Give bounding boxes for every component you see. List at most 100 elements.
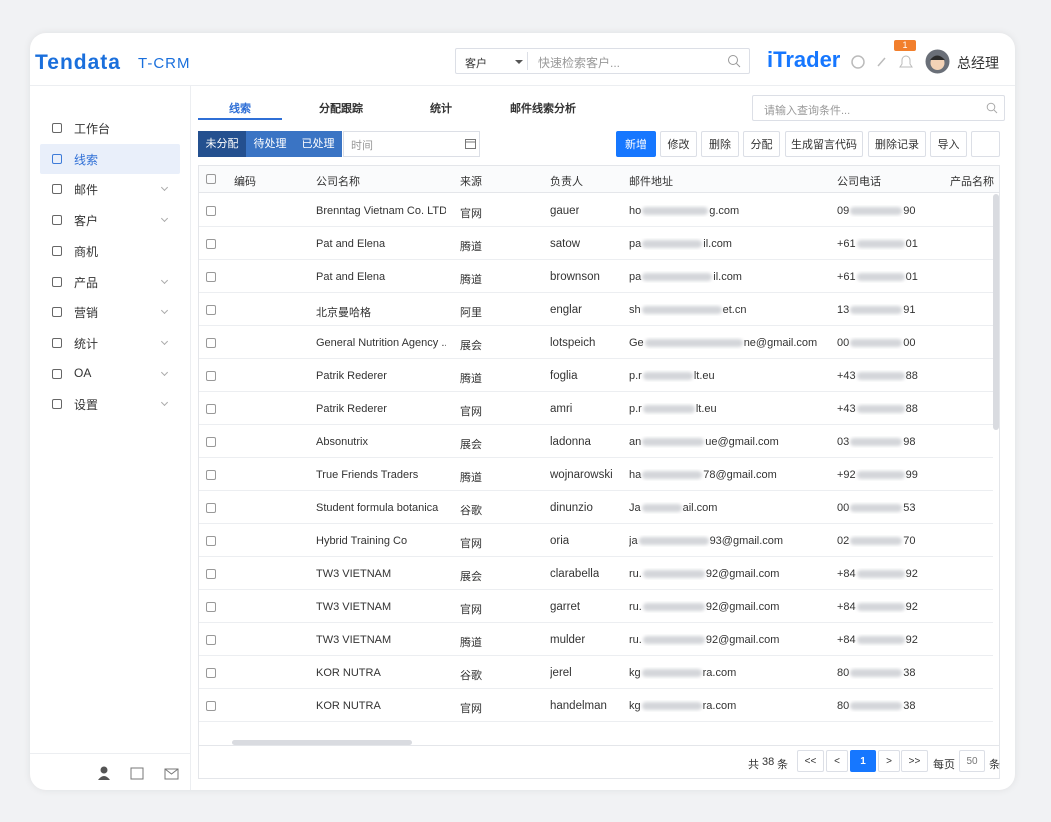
email-end: g.com — [709, 205, 740, 217]
filter-search-placeholder[interactable]: 请输入查询条件... — [764, 105, 851, 117]
email-start: p.r — [629, 403, 642, 415]
tab[interactable]: 邮件线索分析 — [510, 103, 576, 115]
tab[interactable]: 统计 — [430, 103, 452, 115]
status-filter[interactable]: 已处理 — [294, 131, 342, 157]
owner: englar — [550, 304, 582, 316]
phone: 00 00 — [837, 337, 916, 349]
table-row[interactable] — [199, 689, 993, 722]
status-filter[interactable]: 待处理 — [246, 131, 294, 157]
menu-item[interactable]: 设置 — [74, 398, 99, 413]
table-row[interactable] — [199, 491, 993, 524]
row-checkbox[interactable] — [206, 272, 216, 282]
tab[interactable]: 线索 — [229, 103, 251, 115]
filter-search[interactable] — [752, 95, 1005, 121]
table-row[interactable] — [199, 425, 993, 458]
table-row[interactable] — [199, 557, 993, 590]
avatar[interactable] — [925, 49, 950, 74]
phone-start: +84 — [837, 568, 856, 580]
table-row[interactable] — [199, 227, 993, 260]
per-page-input[interactable]: 50 — [959, 750, 985, 772]
table-row[interactable] — [199, 524, 993, 557]
menu-item[interactable]: 线索 — [74, 152, 99, 167]
row-checkbox[interactable] — [206, 635, 216, 645]
time-placeholder[interactable]: 时间 — [351, 140, 373, 152]
redaction — [850, 504, 903, 513]
table-row[interactable] — [199, 590, 993, 623]
page-button[interactable]: > — [878, 750, 900, 772]
tab[interactable]: 分配跟踪 — [319, 103, 363, 115]
table-row[interactable] — [199, 260, 993, 293]
owner: dinunzio — [550, 502, 593, 514]
logo[interactable]: Tendata — [35, 51, 121, 74]
menu-item[interactable]: 商机 — [74, 244, 99, 259]
menu-icon — [52, 276, 62, 287]
search-icon[interactable] — [727, 54, 741, 68]
header-checkbox[interactable] — [206, 174, 216, 184]
phone-end: 53 — [903, 502, 916, 514]
action-button[interactable]: 修改 — [660, 131, 697, 157]
menu-item[interactable]: 产品 — [74, 275, 99, 290]
row-checkbox[interactable] — [206, 371, 216, 381]
page-button[interactable]: >> — [901, 750, 928, 772]
table-row[interactable] — [199, 392, 993, 425]
action-button[interactable]: 删除 — [701, 131, 739, 157]
row-checkbox[interactable] — [206, 338, 216, 348]
row-checkbox[interactable] — [206, 404, 216, 414]
time-input[interactable] — [343, 131, 480, 157]
table-row[interactable] — [199, 293, 993, 326]
header-icons[interactable] — [850, 53, 920, 71]
menu-item[interactable]: 邮件 — [74, 183, 99, 198]
action-button[interactable]: 生成留言代码 — [785, 131, 863, 157]
brand[interactable]: iTrader — [767, 47, 841, 72]
table-row[interactable] — [199, 623, 993, 656]
table-row[interactable] — [199, 656, 993, 689]
column-header: 负责人 — [550, 176, 583, 188]
row-checkbox[interactable] — [206, 503, 216, 513]
menu-item[interactable]: 客户 — [74, 214, 99, 229]
table-row[interactable] — [199, 326, 993, 359]
global-search[interactable] — [455, 48, 750, 74]
calendar-icon[interactable] — [465, 138, 476, 149]
row-checkbox[interactable] — [206, 602, 216, 612]
action-button[interactable]: 新增 — [616, 131, 656, 157]
action-button[interactable]: 删除记录 — [868, 131, 926, 157]
phone-end: 88 — [905, 403, 918, 415]
menu-item[interactable]: OA — [74, 365, 92, 380]
page-button[interactable]: 1 — [850, 750, 876, 772]
email-start: ru. — [629, 601, 642, 613]
sidebar-footer-icons[interactable] — [96, 765, 186, 781]
row-checkbox[interactable] — [206, 437, 216, 447]
filter-search-icon[interactable] — [986, 102, 998, 114]
table-row[interactable] — [199, 458, 993, 491]
row-checkbox[interactable] — [206, 569, 216, 579]
email-start: ha — [629, 469, 642, 481]
user-name[interactable]: 总经理 — [957, 55, 999, 71]
vertical-scrollbar[interactable] — [993, 194, 999, 430]
horizontal-scrollbar[interactable] — [232, 740, 412, 745]
page-button[interactable]: < — [826, 750, 848, 772]
action-button[interactable]: 导入 — [930, 131, 967, 157]
phone: +84 92 — [837, 634, 918, 646]
table-row[interactable] — [199, 194, 993, 227]
menu-item[interactable]: 统计 — [74, 336, 99, 351]
row-checkbox[interactable] — [206, 206, 216, 216]
menu-icon — [52, 368, 62, 379]
status-filter[interactable]: 未分配 — [198, 131, 246, 157]
row-checkbox[interactable] — [206, 239, 216, 249]
search-scope[interactable]: 客户 — [465, 58, 487, 70]
row-checkbox[interactable] — [206, 701, 216, 711]
menu-item[interactable]: 工作台 — [74, 122, 111, 136]
menu-item[interactable]: 营销 — [74, 306, 99, 321]
row-checkbox[interactable] — [206, 668, 216, 678]
search-placeholder[interactable]: 快速检索客户... — [538, 56, 621, 70]
action-button[interactable]: 分配 — [743, 131, 780, 157]
table-row[interactable] — [199, 359, 993, 392]
source: 谷歌 — [460, 505, 482, 517]
row-checkbox[interactable] — [206, 305, 216, 315]
row-checkbox[interactable] — [206, 470, 216, 480]
redaction — [850, 207, 903, 216]
page-button[interactable]: << — [797, 750, 824, 772]
settings-button[interactable] — [971, 131, 1000, 157]
email-start: ru. — [629, 568, 642, 580]
row-checkbox[interactable] — [206, 536, 216, 546]
